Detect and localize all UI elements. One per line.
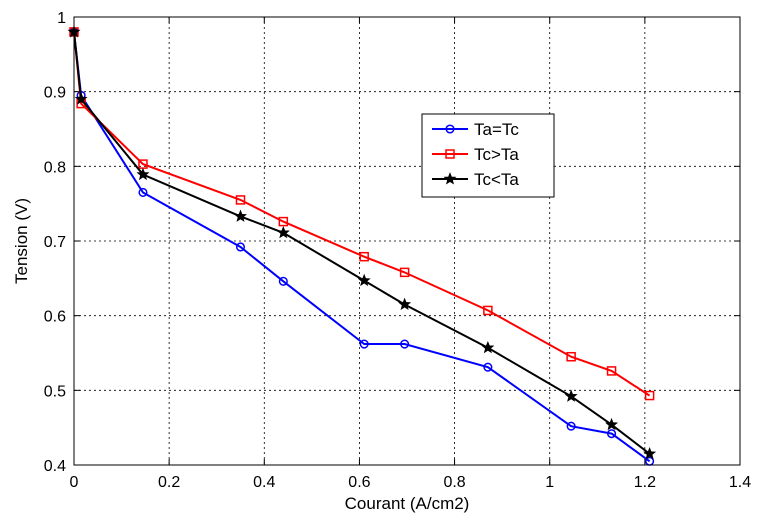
legend: Ta=Tc Tc>Ta Tc<Ta: [421, 113, 555, 198]
data-point: [276, 225, 290, 239]
data-point: [605, 417, 619, 431]
data-point: [234, 209, 247, 222]
x-tick-label: 0.6: [348, 474, 370, 491]
data-point: [74, 92, 88, 105]
legend-label: Tc<Ta: [474, 170, 519, 189]
data-point: [483, 305, 493, 316]
data-point: [606, 366, 617, 376]
y-tick-label: 0.5: [44, 383, 66, 400]
y-tick-label: 0.7: [44, 234, 66, 251]
data-point: [235, 195, 246, 205]
y-axis-label: Tension (V): [12, 198, 31, 284]
x-axis-label: Courant (A/cm2): [345, 494, 470, 513]
y-tick-label: 0.9: [44, 85, 66, 102]
x-tick-label: 1: [545, 474, 554, 491]
x-tick-label: 1.2: [634, 474, 656, 491]
data-point: [399, 267, 410, 278]
data-point: [643, 446, 657, 460]
y-tick-label: 0.6: [44, 309, 66, 326]
y-tick-label: 0.4: [44, 458, 66, 475]
legend-box: [421, 113, 555, 198]
legend-marker: [443, 172, 457, 185]
data-point: [564, 389, 578, 402]
y-tick-label: 1: [57, 10, 66, 27]
legend-marker: [445, 124, 455, 134]
x-tick-label: 1.4: [729, 474, 751, 491]
data-point: [566, 351, 576, 362]
data-point: [235, 242, 246, 252]
data-point: [278, 216, 289, 227]
x-tick-label: 0.8: [443, 474, 465, 491]
data-point: [483, 362, 493, 372]
data-point: [481, 340, 495, 354]
series-line: [73, 31, 651, 463]
x-tick-label: 0: [70, 474, 79, 491]
data-point: [138, 187, 148, 198]
x-tick-label: 0.2: [158, 474, 180, 491]
legend-label: Ta=Tc: [474, 120, 519, 139]
series-line: [73, 31, 651, 397]
grid: [74, 17, 740, 465]
legend-marker: [445, 149, 455, 159]
data-point: [644, 390, 655, 401]
data-point: [607, 429, 617, 439]
legend-label: Tc>Ta: [474, 145, 519, 164]
y-tick-label: 0.8: [44, 159, 66, 176]
data-point: [398, 297, 412, 310]
data-point: [566, 421, 576, 431]
data-point: [359, 251, 369, 262]
data-point: [278, 276, 288, 286]
data-point: [136, 167, 150, 181]
x-tick-label: 0.4: [253, 474, 275, 491]
data-point: [359, 339, 369, 349]
data-point: [357, 273, 371, 287]
data-point: [400, 339, 410, 349]
series-2: [69, 27, 655, 401]
axis-ticks: 0 0.2 0.4 0.6 0.8 1 1.2 1.4 0.4 0.5 0.6 0.7 0.8 0.9 1: [44, 10, 751, 491]
